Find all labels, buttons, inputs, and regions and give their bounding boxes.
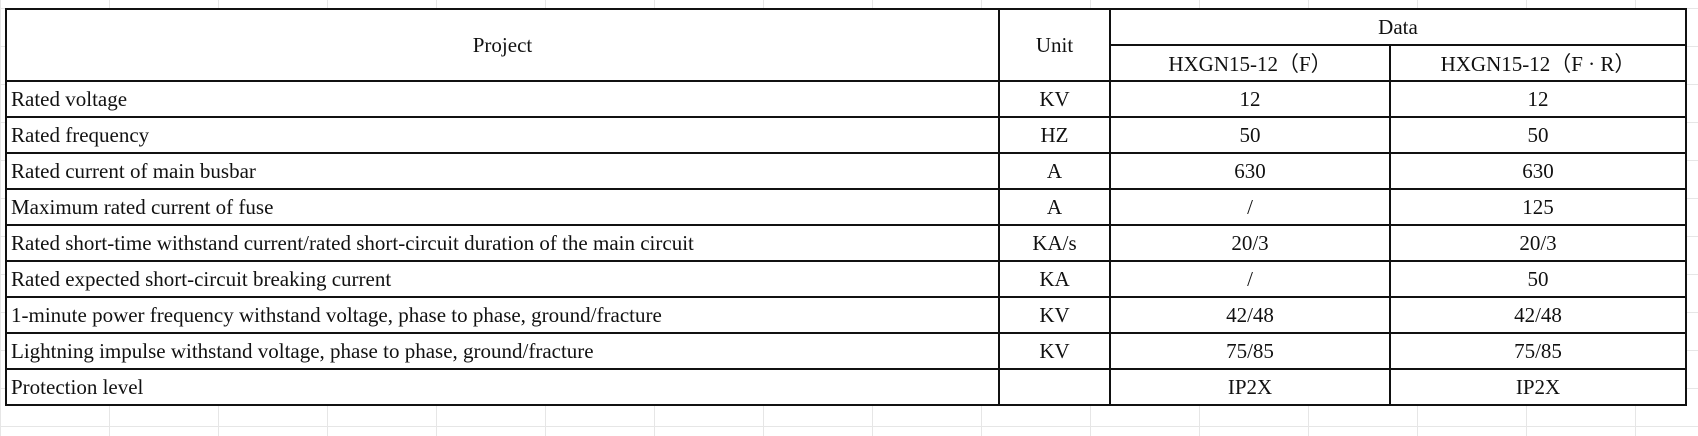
cell-unit: KA/s xyxy=(998,224,1111,262)
cell-model-fr: 12 xyxy=(1389,80,1687,118)
cell-model-f: 50 xyxy=(1109,116,1391,154)
table-row: Maximum rated current of fuse A/125 xyxy=(5,188,1687,226)
cell-project: Lightning impulse withstand voltage, pha… xyxy=(5,332,1000,370)
cell-model-f: 630 xyxy=(1109,152,1391,190)
cell-unit: KA xyxy=(998,260,1111,298)
cell-model-f: 42/48 xyxy=(1109,296,1391,334)
cell-model-fr: 125 xyxy=(1389,188,1687,226)
cell-model-f: 12 xyxy=(1109,80,1391,118)
table-row: Rated frequency HZ 50 50 xyxy=(5,116,1687,154)
cell-model-fr: 50 xyxy=(1389,260,1687,298)
cell-project: Rated voltage xyxy=(5,80,1000,118)
cell-unit: KV xyxy=(998,332,1111,370)
cell-project: 1-minute power frequency withstand volta… xyxy=(5,296,1000,334)
cell-project: Rated expected short-circuit breaking cu… xyxy=(5,260,1000,298)
table-row: Rated short-time withstand current/rated… xyxy=(5,224,1687,262)
header-data: Data xyxy=(1109,8,1687,46)
table-row: Rated expected short-circuit breaking cu… xyxy=(5,260,1687,298)
cell-model-fr: 20/3 xyxy=(1389,224,1687,262)
cell-model-f: 75/85 xyxy=(1109,332,1391,370)
cell-unit: A xyxy=(998,188,1111,226)
cell-project: Rated frequency xyxy=(5,116,1000,154)
cell-model-fr: 630 xyxy=(1389,152,1687,190)
cell-model-f: IP2X xyxy=(1109,368,1391,406)
header-model-fr: HXGN15-12（F · R） xyxy=(1389,44,1687,82)
cell-model-f: / xyxy=(1109,188,1391,226)
cell-project: Rated short-time withstand current/rated… xyxy=(5,224,1000,262)
cell-model-fr: 42/48 xyxy=(1389,296,1687,334)
table-row: Lightning impulse withstand voltage, pha… xyxy=(5,332,1687,370)
cell-model-fr: 75/85 xyxy=(1389,332,1687,370)
cell-unit: KV xyxy=(998,80,1111,118)
cell-model-fr: IP2X xyxy=(1389,368,1687,406)
cell-model-f: 20/3 xyxy=(1109,224,1391,262)
table-row: Protection level IP2X IP2X xyxy=(5,368,1687,406)
cell-project: Protection level xyxy=(5,368,1000,406)
cell-unit: KV xyxy=(998,296,1111,334)
cell-model-f: / xyxy=(1109,260,1391,298)
cell-project: Maximum rated current of fuse xyxy=(5,188,1000,226)
cell-project: Rated current of main busbar xyxy=(5,152,1000,190)
spec-table: Project Unit Data HXGN15-12（F） HXGN15-12… xyxy=(5,8,1687,406)
header-unit: Unit xyxy=(998,8,1111,82)
cell-unit xyxy=(998,368,1111,406)
cell-unit: HZ xyxy=(998,116,1111,154)
header-project: Project xyxy=(5,8,1000,82)
header-model-f: HXGN15-12（F） xyxy=(1109,44,1391,82)
table-row: Rated current of main busbar A 630 630 xyxy=(5,152,1687,190)
cell-model-fr: 50 xyxy=(1389,116,1687,154)
table-row: 1-minute power frequency withstand volta… xyxy=(5,296,1687,334)
table-row: Rated voltage KV 12 12 xyxy=(5,80,1687,118)
cell-unit: A xyxy=(998,152,1111,190)
